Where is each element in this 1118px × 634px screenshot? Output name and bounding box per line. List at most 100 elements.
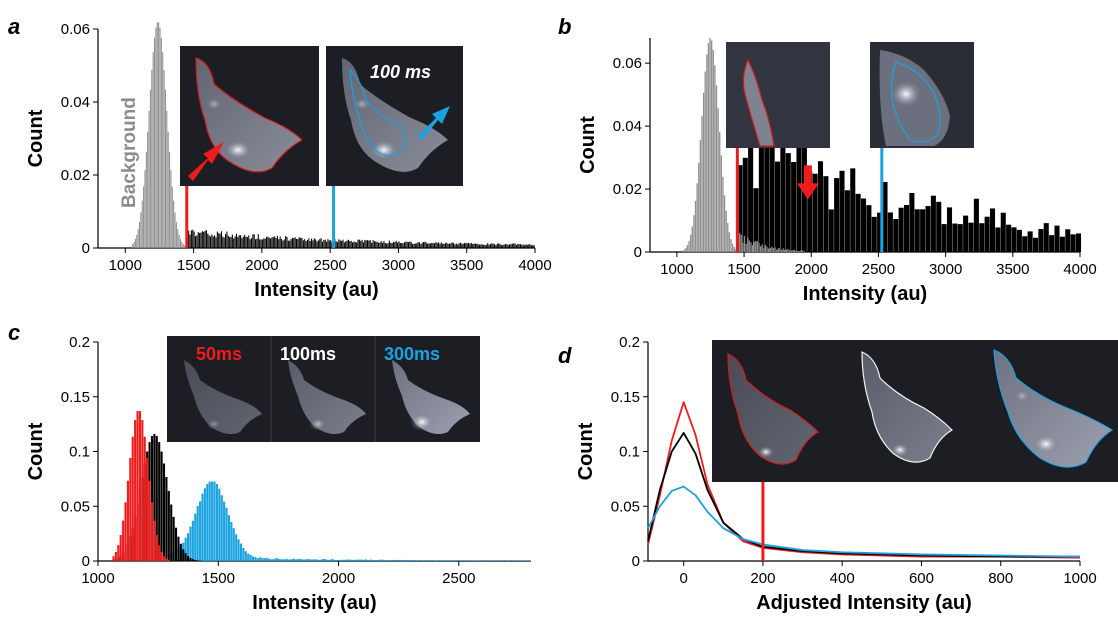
x-tick-label: 1000	[1063, 570, 1096, 587]
signal-histogram-bar	[823, 176, 829, 252]
signal-histogram-bar	[439, 243, 441, 248]
background-tail-bar	[790, 250, 792, 252]
signal-histogram-bar	[451, 242, 453, 248]
background-histogram-bar	[698, 162, 700, 252]
background-histogram-bar	[162, 52, 164, 249]
series-300ms-bar	[263, 558, 267, 561]
signal-histogram-bar	[487, 243, 489, 248]
signal-histogram-bar	[479, 244, 481, 248]
signal-histogram-bar	[1016, 229, 1022, 252]
x-tick-label: 0	[679, 570, 687, 587]
series-300ms-bar	[413, 560, 416, 561]
series-300ms-bar	[417, 560, 421, 561]
signal-histogram-bar	[376, 241, 378, 248]
signal-histogram-bar	[326, 241, 328, 248]
series-50ms-bar	[126, 480, 129, 561]
background-tail-bar	[779, 247, 781, 252]
series-300ms-bar	[184, 537, 187, 561]
series-300ms-bar	[312, 559, 315, 561]
signal-histogram-bar	[189, 234, 191, 248]
background-histogram-bar	[182, 244, 184, 248]
signal-histogram-bar	[488, 244, 490, 248]
signal-histogram-bar	[341, 240, 343, 248]
signal-histogram-bar	[433, 243, 436, 248]
series-300ms-bar	[434, 560, 437, 561]
panel-label-b: b	[558, 14, 571, 39]
chart-panel-c: 1000 1500 2000 2500 0 0.05 0.1 0.15 0.2 Intensity…	[25, 334, 531, 614]
signal-histogram-bar	[401, 243, 403, 248]
signal-histogram-bar	[361, 239, 363, 248]
signal-histogram-bar	[532, 244, 534, 248]
signal-histogram-bar	[495, 245, 497, 248]
signal-histogram-bar	[454, 244, 456, 248]
signal-histogram-bar	[446, 242, 448, 248]
series-300ms-bar	[237, 539, 240, 561]
background-histogram-bar	[175, 221, 177, 248]
series-300ms-bar	[449, 560, 452, 561]
signal-histogram-bar	[245, 236, 247, 248]
background-tail-bar	[800, 250, 802, 252]
background-histogram-bar	[136, 234, 138, 248]
x-tick-label: 3000	[382, 257, 415, 274]
signal-histogram-bar	[203, 231, 205, 248]
x-tick-label: 1500	[727, 261, 760, 278]
signal-histogram-bar	[952, 223, 958, 252]
signal-histogram-bar	[223, 237, 225, 248]
y-tick-label: 0	[82, 553, 90, 570]
x-axis-label: Intensity (au)	[254, 279, 378, 301]
series-300ms-bar	[386, 560, 389, 561]
signal-histogram-bar	[1022, 236, 1028, 252]
series-50ms-bar	[138, 411, 141, 561]
series-300ms-bar	[191, 520, 194, 561]
background-histogram-bar	[151, 69, 153, 248]
background-histogram-bar	[152, 52, 154, 249]
signal-histogram-bar	[968, 222, 974, 252]
signal-histogram-bar	[1006, 224, 1012, 252]
series-300ms-bar	[360, 559, 363, 561]
signal-histogram-bar	[305, 241, 307, 248]
background-histogram-bar	[706, 54, 708, 253]
background-tail-bar	[738, 233, 741, 252]
signal-histogram-bar	[261, 239, 263, 248]
series-300ms-bar	[420, 560, 423, 561]
signal-histogram-bar	[321, 241, 324, 248]
background-histogram-bar	[704, 71, 706, 252]
signal-histogram-bar	[225, 234, 227, 248]
series-100ms-bar	[150, 436, 154, 561]
series-300ms-bar	[355, 559, 358, 561]
series-300ms-bar	[316, 559, 320, 561]
signal-histogram-bar	[308, 238, 310, 248]
signal-histogram-bar	[513, 243, 515, 248]
signal-histogram-bar	[313, 238, 315, 248]
background-histogram-bar	[709, 38, 711, 253]
signal-histogram-bar	[216, 231, 218, 248]
signal-histogram-bar	[416, 243, 418, 248]
signal-histogram-bar	[973, 198, 979, 252]
series-100ms-bar	[182, 549, 185, 561]
series-300ms-bar	[340, 559, 344, 561]
y-tick-label: 0.02	[61, 167, 90, 184]
signal-histogram-bar	[286, 236, 288, 248]
signal-histogram-bar	[510, 244, 512, 248]
series-300ms-bar	[199, 501, 202, 561]
signal-histogram-bar	[435, 242, 437, 248]
series-300ms-bar	[441, 560, 445, 561]
signal-histogram-bar	[263, 238, 265, 248]
series-50ms-bar	[131, 436, 134, 561]
series-300ms-bar	[326, 559, 329, 561]
series-300ms-bar	[374, 560, 377, 561]
signal-histogram-bar	[229, 237, 231, 248]
series-300ms-bar	[444, 560, 447, 561]
signal-histogram-bar	[1027, 231, 1033, 252]
signal-histogram-bar	[214, 235, 216, 248]
x-axis-label: Intensity (au)	[252, 592, 376, 614]
y-tick-label: 0.15	[61, 389, 90, 406]
signal-histogram-bar	[323, 239, 325, 248]
series-50ms-bar	[143, 436, 146, 561]
series-300ms-bar	[403, 559, 406, 561]
background-tail-bar	[764, 245, 767, 252]
signal-histogram-bar	[502, 245, 504, 248]
background-histogram-bar	[690, 234, 692, 252]
signal-histogram-bar	[237, 236, 239, 248]
signal-histogram-bar	[352, 242, 354, 248]
